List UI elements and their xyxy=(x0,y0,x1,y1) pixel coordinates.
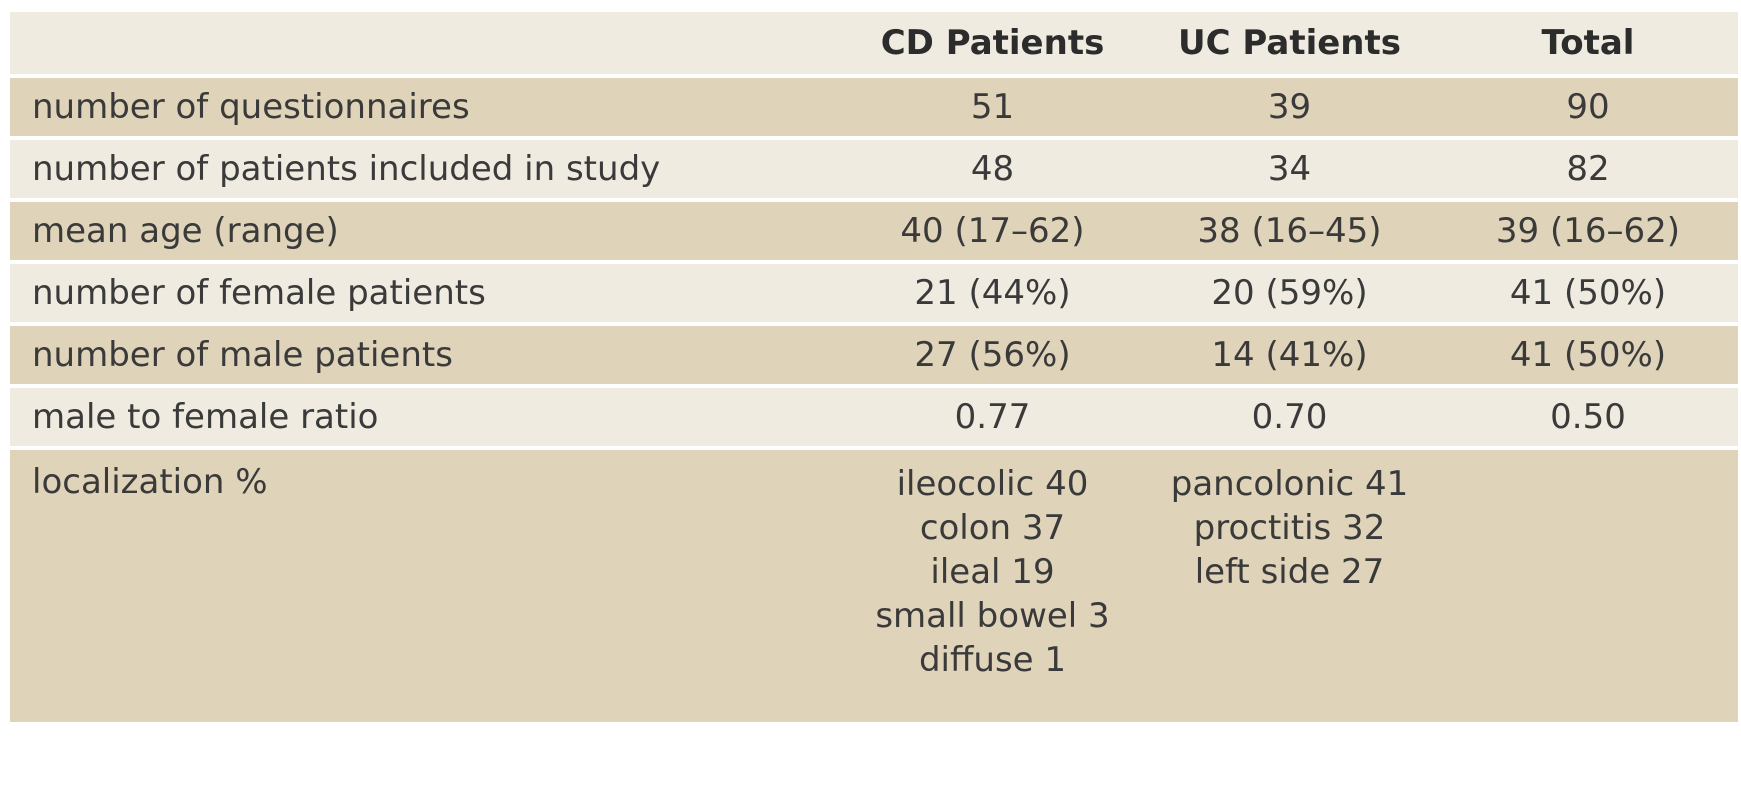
uc-value: 39 xyxy=(1141,78,1438,136)
row-label: number of questionnaires xyxy=(10,78,844,136)
row-label: male to female ratio xyxy=(10,388,844,446)
uc-value: 38 (16–45) xyxy=(1141,202,1438,260)
cd-value: 51 xyxy=(844,78,1141,136)
header-total: Total xyxy=(1438,12,1738,74)
total-value: 82 xyxy=(1438,140,1738,198)
cd-value: 27 (56%) xyxy=(844,326,1141,384)
uc-localization-item: pancolonic 41 xyxy=(1170,464,1409,504)
total-value: 90 xyxy=(1438,78,1738,136)
localization-row: localization % ileocolic 40 colon 37 ile… xyxy=(10,450,1738,722)
cd-localization: ileocolic 40 colon 37 ileal 19 small bow… xyxy=(844,450,1141,722)
table-row: number of questionnaires 51 39 90 xyxy=(10,78,1738,136)
total-localization xyxy=(1438,450,1738,722)
uc-value: 20 (59%) xyxy=(1141,264,1438,322)
header-empty xyxy=(10,12,844,74)
cd-localization-item: small bowel 3 xyxy=(875,596,1110,636)
row-label: number of female patients xyxy=(10,264,844,322)
header-cd-patients: CD Patients xyxy=(844,12,1141,74)
total-value: 39 (16–62) xyxy=(1438,202,1738,260)
cd-localization-item: diffuse 1 xyxy=(918,640,1067,680)
row-label: number of patients included in study xyxy=(10,140,844,198)
uc-value: 34 xyxy=(1141,140,1438,198)
uc-value: 0.70 xyxy=(1141,388,1438,446)
header-uc-patients: UC Patients xyxy=(1141,12,1438,74)
row-label: mean age (range) xyxy=(10,202,844,260)
row-label: localization % xyxy=(10,450,844,722)
table-row: number of female patients 21 (44%) 20 (5… xyxy=(10,264,1738,322)
table-row: male to female ratio 0.77 0.70 0.50 xyxy=(10,388,1738,446)
cd-value: 0.77 xyxy=(844,388,1141,446)
table-row: number of patients included in study 48 … xyxy=(10,140,1738,198)
table-row: mean age (range) 40 (17–62) 38 (16–45) 3… xyxy=(10,202,1738,260)
cd-value: 21 (44%) xyxy=(844,264,1141,322)
uc-localization-item: proctitis 32 xyxy=(1193,508,1386,548)
table-row: number of male patients 27 (56%) 14 (41%… xyxy=(10,326,1738,384)
row-label: number of male patients xyxy=(10,326,844,384)
header-row: CD Patients UC Patients Total xyxy=(10,12,1738,74)
total-value: 41 (50%) xyxy=(1438,264,1738,322)
uc-value: 14 (41%) xyxy=(1141,326,1438,384)
patient-characteristics-table-container: CD Patients UC Patients Total number of … xyxy=(10,8,1738,726)
patient-characteristics-table: CD Patients UC Patients Total number of … xyxy=(10,8,1738,726)
uc-localization-item: left side 27 xyxy=(1194,552,1385,592)
total-value: 41 (50%) xyxy=(1438,326,1738,384)
cd-value: 48 xyxy=(844,140,1141,198)
uc-localization: pancolonic 41 proctitis 32 left side 27 xyxy=(1141,450,1438,722)
total-value: 0.50 xyxy=(1438,388,1738,446)
cd-localization-item: colon 37 xyxy=(919,508,1066,548)
cd-localization-item: ileal 19 xyxy=(930,552,1055,592)
cd-localization-item: ileocolic 40 xyxy=(896,464,1089,504)
cd-value: 40 (17–62) xyxy=(844,202,1141,260)
